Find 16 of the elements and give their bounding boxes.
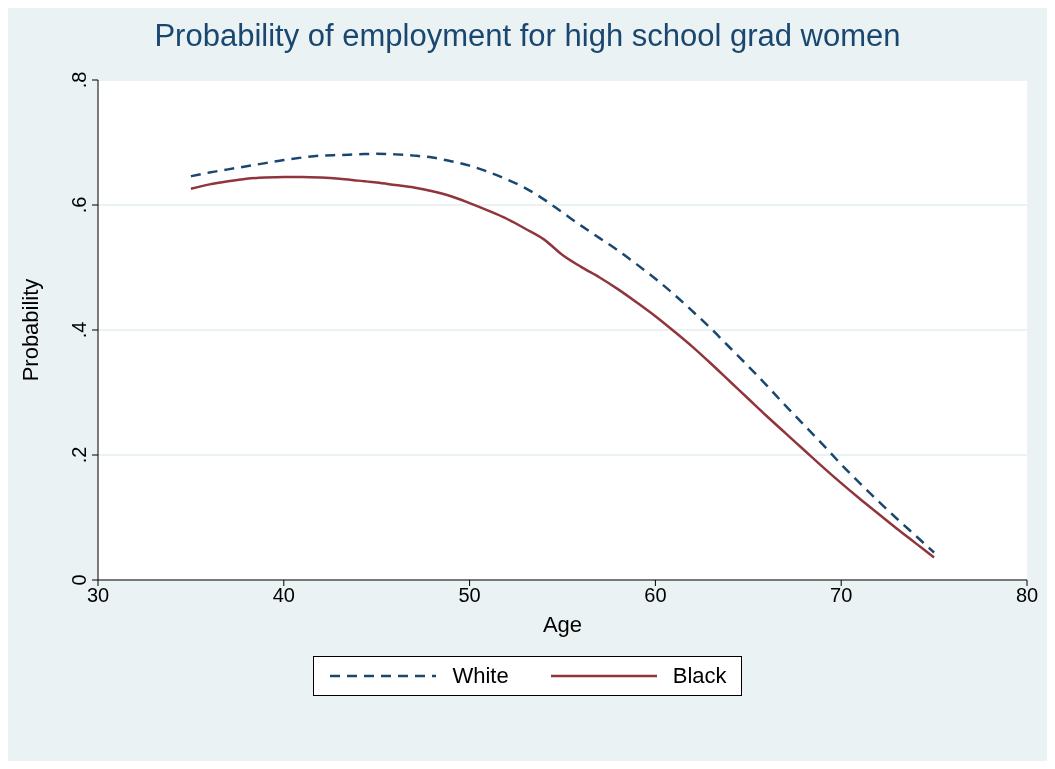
- x-tick-label: 40: [272, 584, 295, 607]
- x-tick-label: 50: [458, 584, 481, 607]
- x-axis-title: Age: [542, 612, 583, 637]
- x-tick-label: 80: [1015, 584, 1039, 607]
- y-tick-label: .2: [68, 446, 90, 464]
- y-tick-label: .8: [68, 71, 90, 89]
- y-tick-label: 0: [68, 574, 90, 586]
- chart-title: Probability of employment for high school grad women: [153, 17, 902, 55]
- x-tick-label: 60: [644, 584, 667, 607]
- y-tick-label: .4: [68, 321, 90, 339]
- legend-label: White: [452, 663, 509, 689]
- legend-label: Black: [672, 663, 727, 689]
- y-axis-title: Probability: [17, 278, 43, 382]
- x-tick-label: 30: [86, 584, 110, 607]
- x-tick-label: 70: [830, 584, 853, 607]
- y-tick-label: .6: [68, 196, 90, 214]
